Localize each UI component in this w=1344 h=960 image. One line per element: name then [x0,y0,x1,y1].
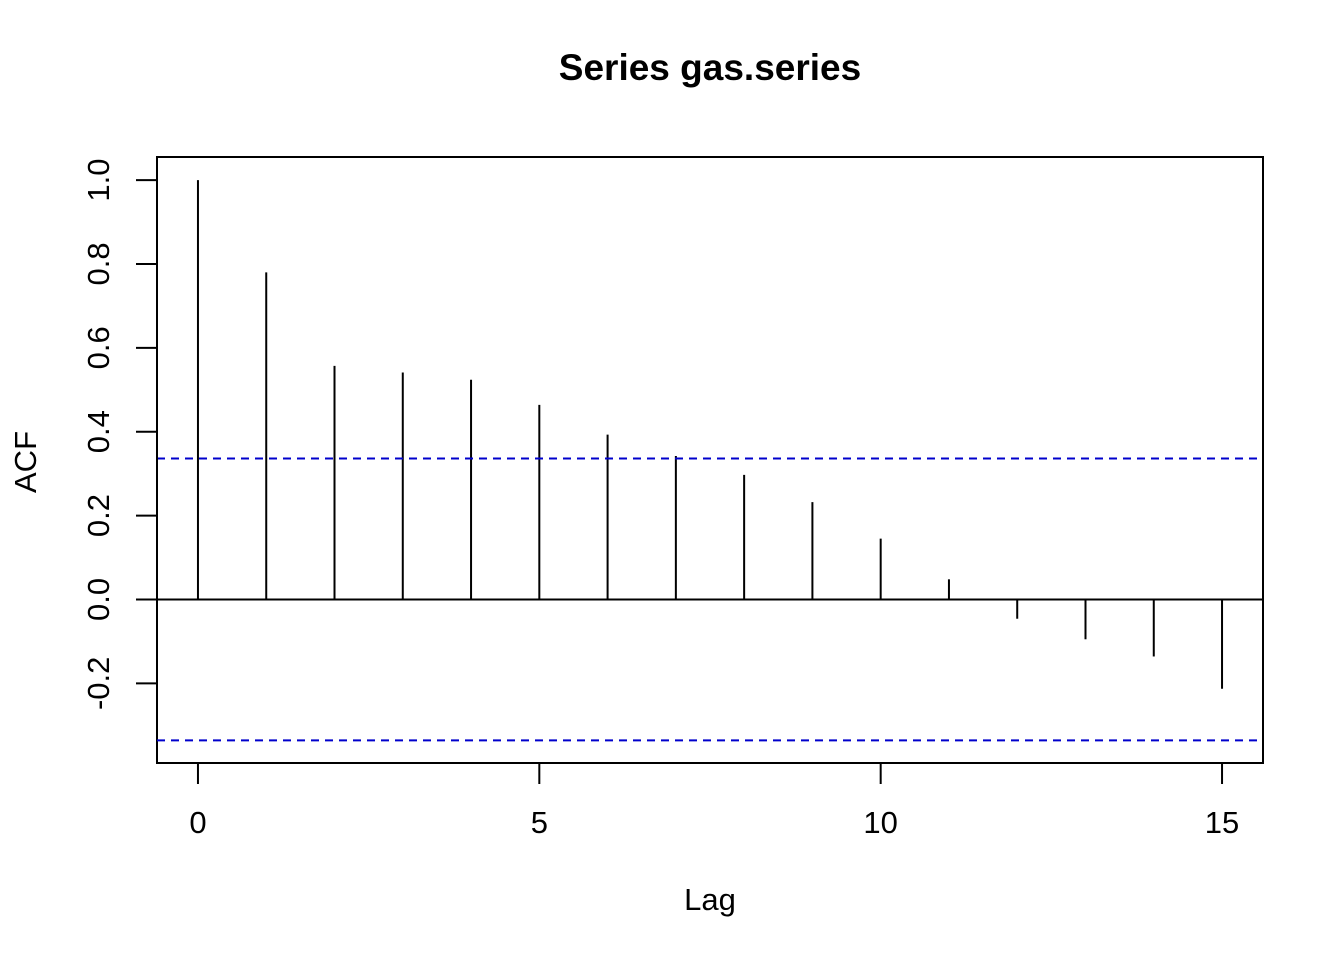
y-axis-label: ACF [8,431,43,493]
y-tick-label-2: 0.2 [81,494,116,537]
confidence-lines [157,457,1263,742]
y-tick-label-5: 0.8 [81,242,116,285]
plot-frame [156,156,1264,764]
x-tick-label-5: 5 [531,805,548,840]
y-axis: -0.2 0.0 0.2 0.4 0.6 0.8 1.0 [81,159,158,710]
x-axis-label: Lag [684,882,736,917]
x-tick-label-0: 0 [189,805,206,840]
y-tick-label-6: 1.0 [81,159,116,202]
y-tick-label-4: 0.6 [81,326,116,369]
chart-title: Series gas.series [559,47,861,88]
x-tick-label-15: 15 [1205,805,1239,840]
acf-bars [196,180,1224,689]
y-tick-label-3: 0.4 [81,410,116,453]
x-tick-label-10: 10 [863,805,897,840]
y-tick-label-0: -0.2 [81,657,116,710]
y-tick-label-1: 0.0 [81,578,116,621]
x-axis: 0 5 10 15 [189,762,1239,840]
